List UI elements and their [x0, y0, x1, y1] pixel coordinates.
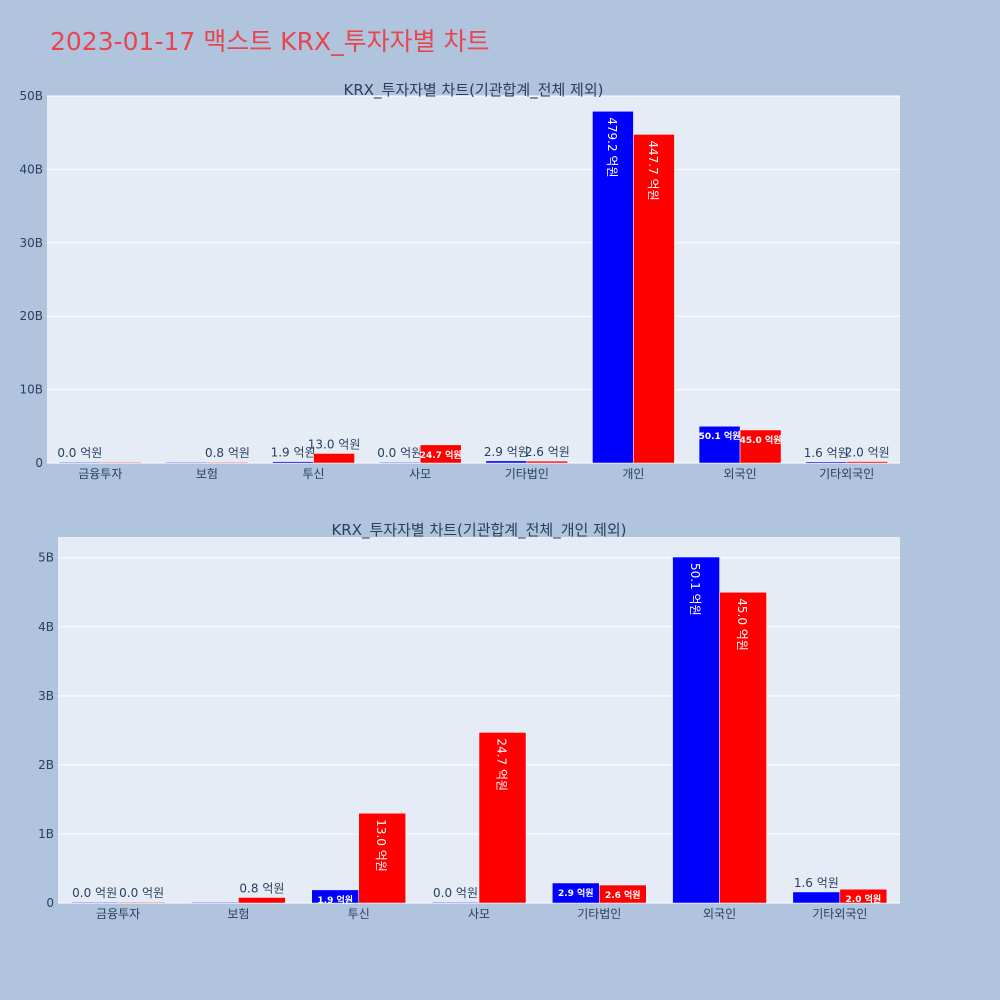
- bar: [526, 460, 569, 464]
- data-label: 24.7 억원: [495, 738, 509, 791]
- x-tick-label: 보험: [227, 907, 249, 921]
- x-tick-label: 금융투자: [78, 467, 122, 481]
- y-tick-label: 4B: [38, 620, 54, 634]
- y-tick-label: 3B: [38, 689, 54, 703]
- data-label: 2.6 억원: [525, 445, 570, 459]
- bar: [839, 888, 888, 904]
- data-label: 2.0 억원: [845, 446, 890, 460]
- bar: [191, 901, 239, 904]
- bar: [378, 461, 421, 464]
- data-label: 1.9 억원: [317, 894, 353, 906]
- chart-all-investors: 0 10B 20B 30B 40B 50B KRX_투자자별 차트(기관합계_전체 제외) 금…: [19, 81, 900, 481]
- data-label: 1.6 억원: [804, 446, 849, 460]
- data-label: 0.0 억원: [377, 446, 422, 460]
- x-tick-label: 외국인: [703, 907, 736, 921]
- data-label: 45.0 억원: [740, 434, 782, 446]
- data-label: 479.2 억원: [605, 117, 619, 177]
- x-tick-label: 기타법인: [577, 907, 621, 921]
- bar: [238, 897, 286, 904]
- bar: [698, 425, 741, 464]
- bar: [70, 901, 119, 904]
- y-tick-label: 1B: [38, 827, 54, 841]
- y-tick-label: 10B: [19, 383, 43, 397]
- y-tick-label: 50B: [19, 89, 43, 103]
- x-tick-label: 기타법인: [505, 467, 549, 481]
- x-tick-label: 금융투자: [96, 907, 140, 921]
- data-label: 0.8 억원: [239, 881, 284, 895]
- data-label: 0.0 억원: [433, 886, 478, 900]
- data-label: 13.0 억원: [374, 819, 388, 872]
- bar: [100, 461, 142, 464]
- data-label: 0.8 억원: [205, 446, 250, 460]
- data-label: 24.7 억원: [420, 449, 462, 461]
- bar: [633, 134, 675, 464]
- x-tick-label: 기타외국인: [812, 907, 867, 921]
- x-tick-label: 기타외국인: [819, 467, 874, 481]
- bar: [478, 732, 527, 904]
- data-label: 13.0 억원: [308, 437, 361, 451]
- bar: [719, 591, 767, 904]
- bar: [117, 901, 166, 904]
- bar: [431, 901, 480, 904]
- bar: [592, 111, 634, 464]
- chart-title: KRX_투자자별 차트(기관합계_전체 제외): [344, 81, 604, 100]
- y-tick-label: 2B: [38, 758, 54, 772]
- plot-area: [47, 96, 900, 463]
- bar: [272, 461, 314, 464]
- bar: [805, 461, 847, 464]
- data-label: 0.0 억원: [119, 886, 164, 900]
- chart-excl-individual: 0 1B 2B 3B 4B 5B KRX_투자자별 차트(기관합계_전체_개인 제외) 금융투…: [38, 521, 900, 921]
- data-label: 1.9 억원: [271, 446, 316, 460]
- bar: [739, 429, 782, 464]
- data-label: 50.1 억원: [688, 563, 702, 616]
- x-tick-label: 투신: [303, 467, 325, 481]
- data-label: 1.6 억원: [794, 876, 839, 890]
- bar: [792, 891, 841, 904]
- bar: [206, 461, 249, 464]
- data-label: 50.1 억원: [699, 430, 741, 442]
- bar: [485, 460, 528, 464]
- y-tick-label: 30B: [19, 236, 43, 250]
- x-tick-label: 보험: [196, 467, 218, 481]
- y-tick-label: 0: [35, 456, 43, 470]
- chart-title: KRX_투자자별 차트(기관합계_전체_개인 제외): [331, 521, 626, 540]
- bar: [672, 556, 720, 904]
- bar: [358, 812, 406, 904]
- data-label: 2.9 억원: [558, 887, 594, 899]
- data-label: 447.7 억원: [646, 140, 660, 200]
- data-label: 2.6 억원: [605, 889, 641, 901]
- bar: [599, 884, 647, 904]
- data-label: 45.0 억원: [735, 598, 749, 651]
- data-label: 2.9 억원: [484, 445, 529, 459]
- y-tick-label: 20B: [19, 309, 43, 323]
- y-tick-label: 40B: [19, 162, 43, 176]
- page-title: 2023-01-17 맥스트 KRX_투자자별 차트: [50, 27, 490, 56]
- bar: [419, 444, 462, 464]
- x-tick-label: 투신: [348, 907, 370, 921]
- bar: [313, 453, 355, 464]
- data-label: 0.0 억원: [72, 886, 117, 900]
- x-tick-label: 사모: [468, 907, 490, 921]
- data-label: 0.0 억원: [57, 446, 102, 460]
- y-tick-label: 0: [46, 896, 54, 910]
- x-tick-label: 사모: [409, 467, 431, 481]
- data-label: 2.0 억원: [846, 893, 882, 905]
- y-tick-label: 5B: [38, 551, 54, 565]
- bar: [59, 461, 101, 464]
- bar: [165, 461, 208, 464]
- x-tick-label: 개인: [622, 467, 644, 481]
- x-tick-label: 외국인: [724, 467, 757, 481]
- bar: [846, 461, 888, 464]
